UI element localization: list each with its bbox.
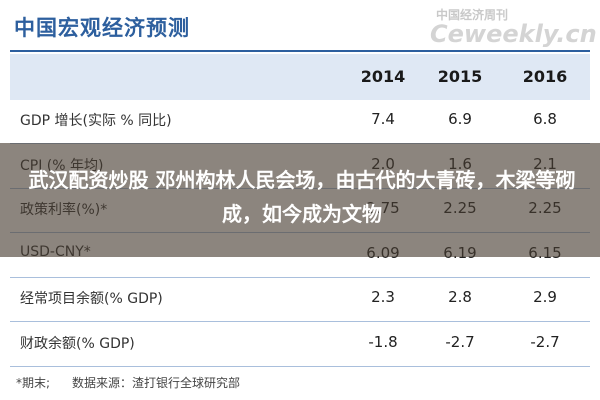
watermark-top: 中国经济周刊 bbox=[436, 8, 509, 22]
row-separator bbox=[10, 321, 590, 322]
cell-value: -2.7 bbox=[445, 332, 475, 351]
overlay-text: 武汉配资炒股 邓州构林人民会场，由古代的大青砖，木梁等砌成，如今成为文物 bbox=[28, 168, 576, 226]
footer-source: 数据来源：渣打银行全球研究部 bbox=[72, 376, 241, 390]
column-header: 2015 bbox=[437, 67, 483, 86]
cell-value: 6.9 bbox=[448, 110, 472, 128]
cell-value: 7.4 bbox=[371, 110, 395, 128]
overlay-band bbox=[0, 143, 600, 257]
title: 中国宏观经济预测 bbox=[14, 16, 190, 40]
cell-value: -1.8 bbox=[368, 332, 398, 351]
cell-value: 2.3 bbox=[371, 288, 395, 306]
cell-value: 6.8 bbox=[533, 110, 557, 128]
cell-value: -2.7 bbox=[530, 332, 560, 351]
row-separator bbox=[10, 276, 590, 278]
column-header: 2016 bbox=[522, 67, 568, 86]
row-label: 经常项目余额(% GDP) bbox=[20, 291, 163, 307]
column-header: 2014 bbox=[360, 67, 406, 86]
footer-note: *期末; bbox=[16, 376, 51, 390]
header-band bbox=[10, 54, 590, 100]
footer: *期末; 数据来源：渣打银行全球研究部 bbox=[16, 374, 262, 391]
cell-value: 2.8 bbox=[448, 288, 472, 306]
row-label: GDP 增长(实际 % 同比) bbox=[20, 113, 172, 129]
cell-value: 2.9 bbox=[533, 288, 557, 306]
row-separator bbox=[10, 365, 590, 367]
row-label: 财政余额(% GDP) bbox=[20, 335, 135, 352]
top-rule bbox=[10, 50, 590, 52]
watermark: Ceweekly.cn bbox=[430, 20, 597, 48]
